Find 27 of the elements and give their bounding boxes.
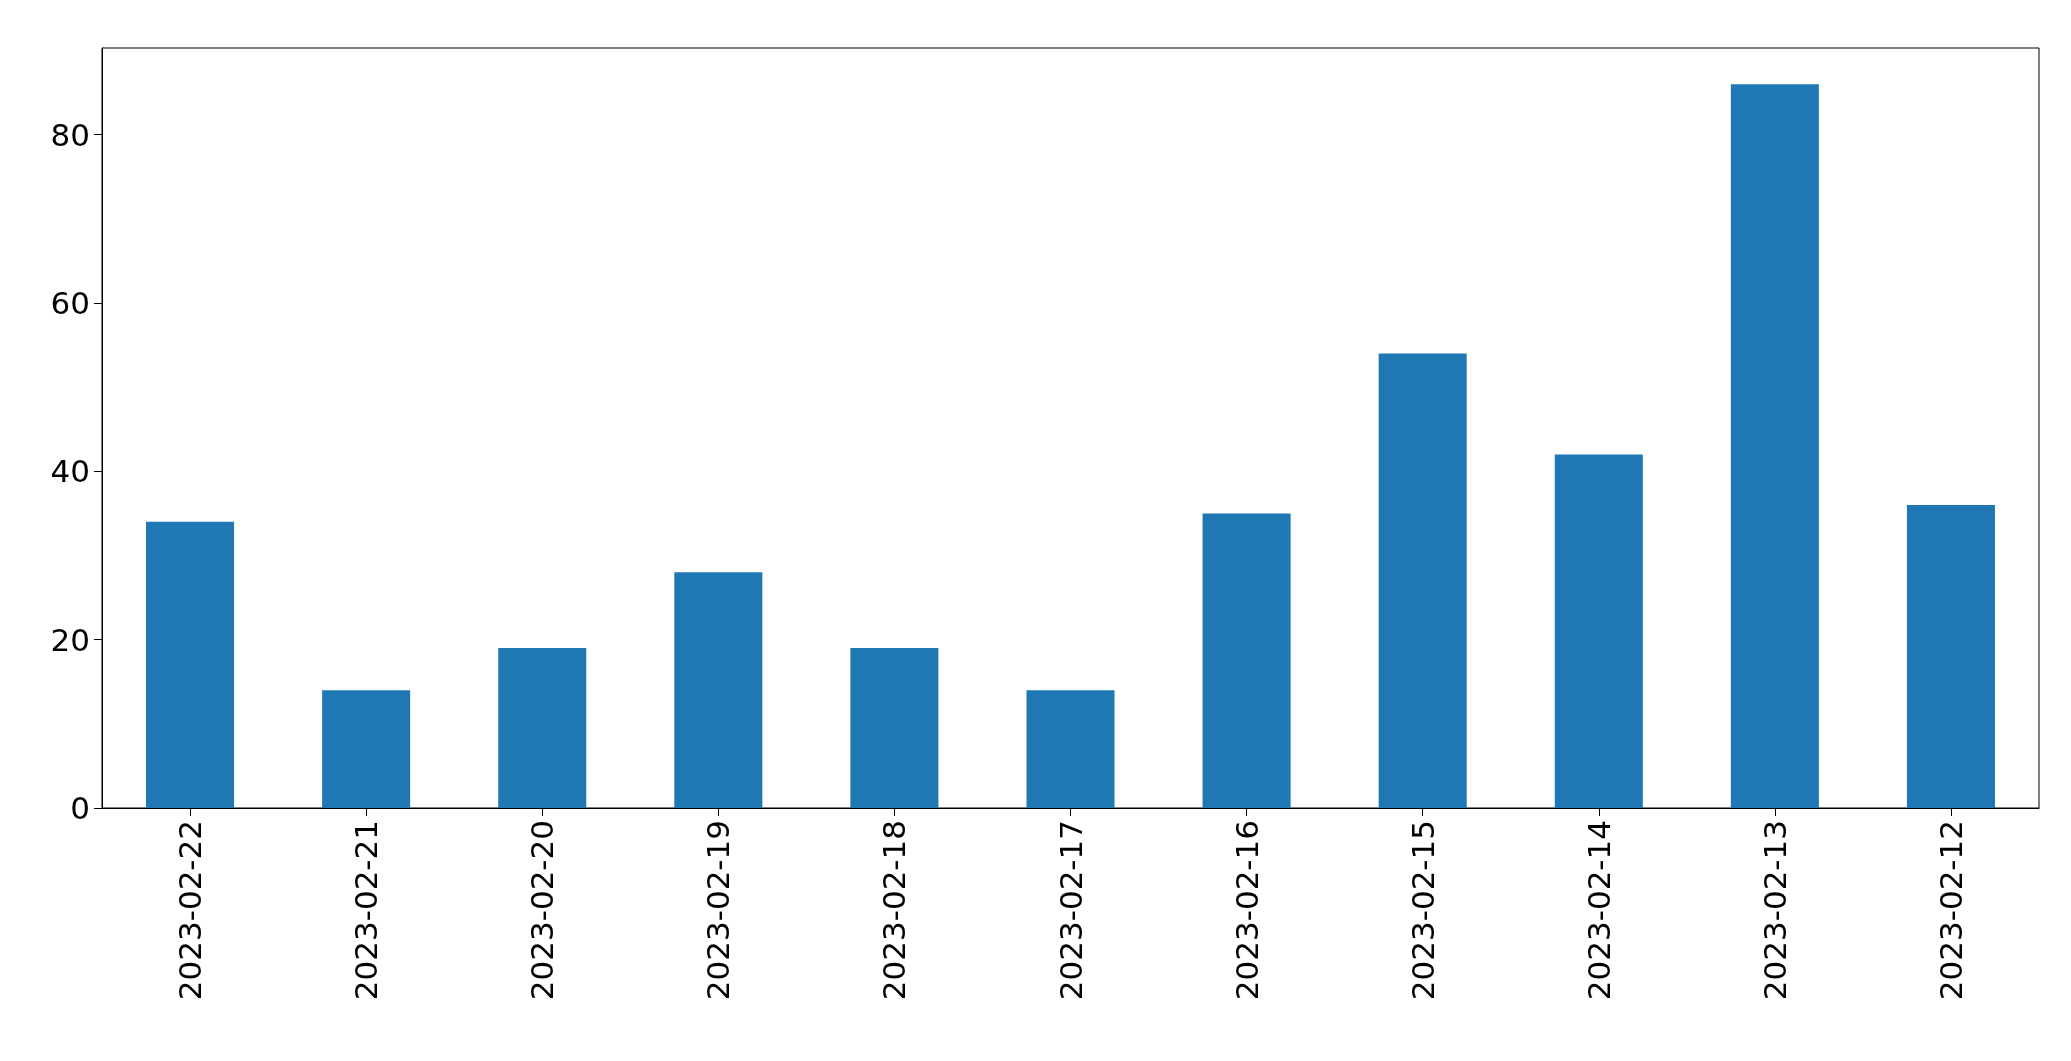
y-tick-label: 80 [50,116,90,153]
x-tick-label: 2023-02-21 [348,820,385,1001]
bar [1378,353,1467,808]
bar [1906,505,1995,808]
y-tick-label: 20 [50,621,90,658]
bar [498,648,587,808]
x-tick-label: 2023-02-16 [1228,820,1265,1001]
bar [850,648,939,808]
x-tick-label: 2023-02-19 [700,820,737,1001]
bar [674,572,763,808]
x-tick-label: 2023-02-17 [1052,820,1089,1001]
bar [1026,690,1115,808]
x-tick-label: 2023-02-18 [876,820,913,1001]
x-tick-label: 2023-02-15 [1404,820,1441,1001]
y-tick-label: 60 [50,285,90,322]
y-tick-label: 40 [50,453,90,490]
bar [1554,454,1643,808]
x-tick-label: 2023-02-13 [1756,820,1793,1001]
x-tick-label: 2023-02-12 [1932,820,1969,1001]
x-tick-label: 2023-02-14 [1580,820,1617,1001]
bar [146,521,235,808]
bar [322,690,411,808]
y-tick-label: 0 [70,790,90,826]
bar [1730,84,1819,808]
x-tick-label: 2023-02-20 [524,820,561,1001]
bar [1202,513,1291,808]
x-tick-label: 2023-02-22 [172,820,209,1001]
